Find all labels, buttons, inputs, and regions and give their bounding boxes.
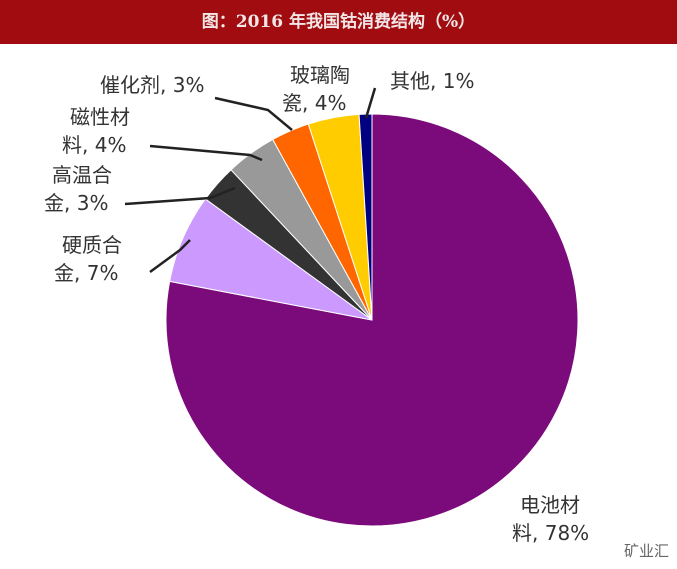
- leader-line: [124, 186, 236, 206]
- slice-label: 磁性材: [70, 105, 130, 129]
- slice-label: 料, 4%: [62, 133, 126, 157]
- leader-line: [214, 96, 293, 131]
- slice-label: 玻璃陶: [290, 63, 350, 87]
- slice-label: 高温合: [52, 163, 112, 187]
- slice-label: 催化剂, 3%: [100, 73, 204, 97]
- slice-label: 其他, 1%: [390, 69, 474, 93]
- chart-title: 图：2016 年我国钴消费结构（%）: [0, 0, 677, 44]
- slice-label: 电池材: [520, 493, 580, 517]
- leader-line: [149, 144, 263, 162]
- slice-label: 金, 7%: [54, 261, 118, 285]
- leader-line: [149, 239, 191, 274]
- slice-label: 瓷, 4%: [282, 91, 346, 115]
- slice-label: 金, 3%: [44, 191, 108, 215]
- slice-label: 料, 78%: [512, 521, 589, 545]
- slice-label: 硬质合: [62, 233, 122, 257]
- leader-line: [364, 87, 377, 119]
- pie-slice-7: [358, 113, 373, 321]
- watermark: 矿业汇: [624, 542, 670, 560]
